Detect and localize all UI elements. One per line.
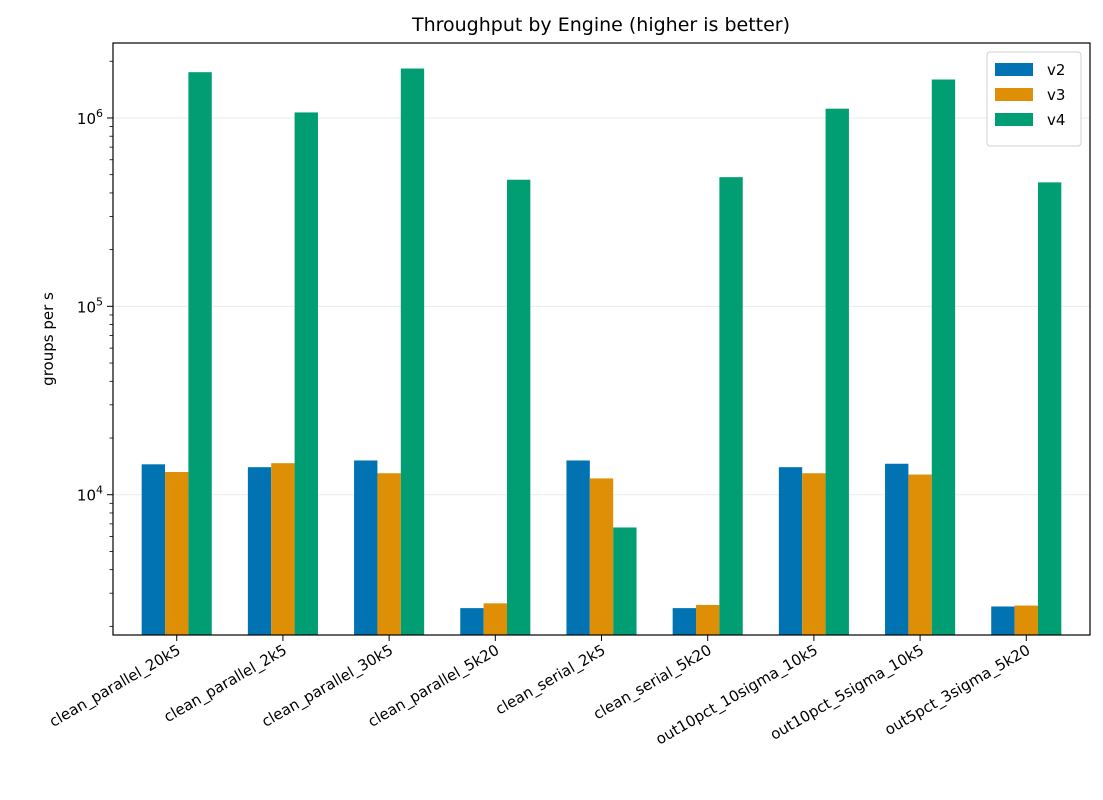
bar-v3 xyxy=(802,473,826,635)
legend-swatch-v4 xyxy=(995,113,1033,126)
bar-v4 xyxy=(400,68,425,636)
y-tick-label: 104 xyxy=(77,484,103,505)
legend-label-v4: v4 xyxy=(1047,111,1065,129)
bars xyxy=(141,68,1062,636)
bar-v4 xyxy=(1037,182,1062,636)
bar-v2 xyxy=(460,608,484,635)
y-tick-base: 10 xyxy=(77,487,96,505)
y-tick-base: 10 xyxy=(77,298,96,316)
y-tick-exponent: 5 xyxy=(96,295,103,308)
legend-label-v2: v2 xyxy=(1047,61,1065,79)
y-tick-label: 105 xyxy=(77,295,103,316)
bar-v4 xyxy=(825,108,849,636)
legend-swatch-v3 xyxy=(995,88,1033,101)
bar-v2 xyxy=(566,460,590,635)
y-tick-exponent: 4 xyxy=(96,484,103,497)
bar-v3 xyxy=(165,471,189,635)
bar-v4 xyxy=(613,527,637,635)
y-tick-exponent: 6 xyxy=(96,107,103,120)
bar-v2 xyxy=(141,464,166,635)
y-tick-label: 106 xyxy=(77,107,103,128)
bar-v2 xyxy=(672,608,697,635)
bar-v4 xyxy=(188,72,212,635)
bar-v3 xyxy=(589,478,614,635)
bar-v3 xyxy=(483,603,507,635)
bar-v2 xyxy=(354,460,378,635)
x-tick-label: clean_parallel_20k5 xyxy=(46,641,184,732)
bar-v4 xyxy=(294,112,318,636)
bar-v2 xyxy=(885,463,909,635)
legend-label-v3: v3 xyxy=(1047,86,1065,104)
bar-v2 xyxy=(991,606,1015,635)
bar-v2 xyxy=(247,467,272,635)
y-tick-base: 10 xyxy=(77,110,96,128)
y-axis-label: groups per s xyxy=(39,292,57,386)
bar-v2 xyxy=(778,467,803,635)
bar-v3 xyxy=(1014,605,1038,635)
bar-v3 xyxy=(271,463,295,635)
legend: v2 v3 v4 xyxy=(986,51,1082,147)
bar-v3 xyxy=(377,473,401,635)
bar-v3 xyxy=(908,474,932,635)
bar-v4 xyxy=(931,79,956,635)
x-axis: clean_parallel_20k5clean_parallel_2k5cle… xyxy=(46,635,1034,749)
bar-v4 xyxy=(506,179,531,635)
chart-title: Throughput by Engine (higher is better) xyxy=(411,14,790,36)
bar-v3 xyxy=(696,604,720,635)
legend-swatch-v2 xyxy=(995,63,1033,76)
bar-v4 xyxy=(719,177,743,636)
